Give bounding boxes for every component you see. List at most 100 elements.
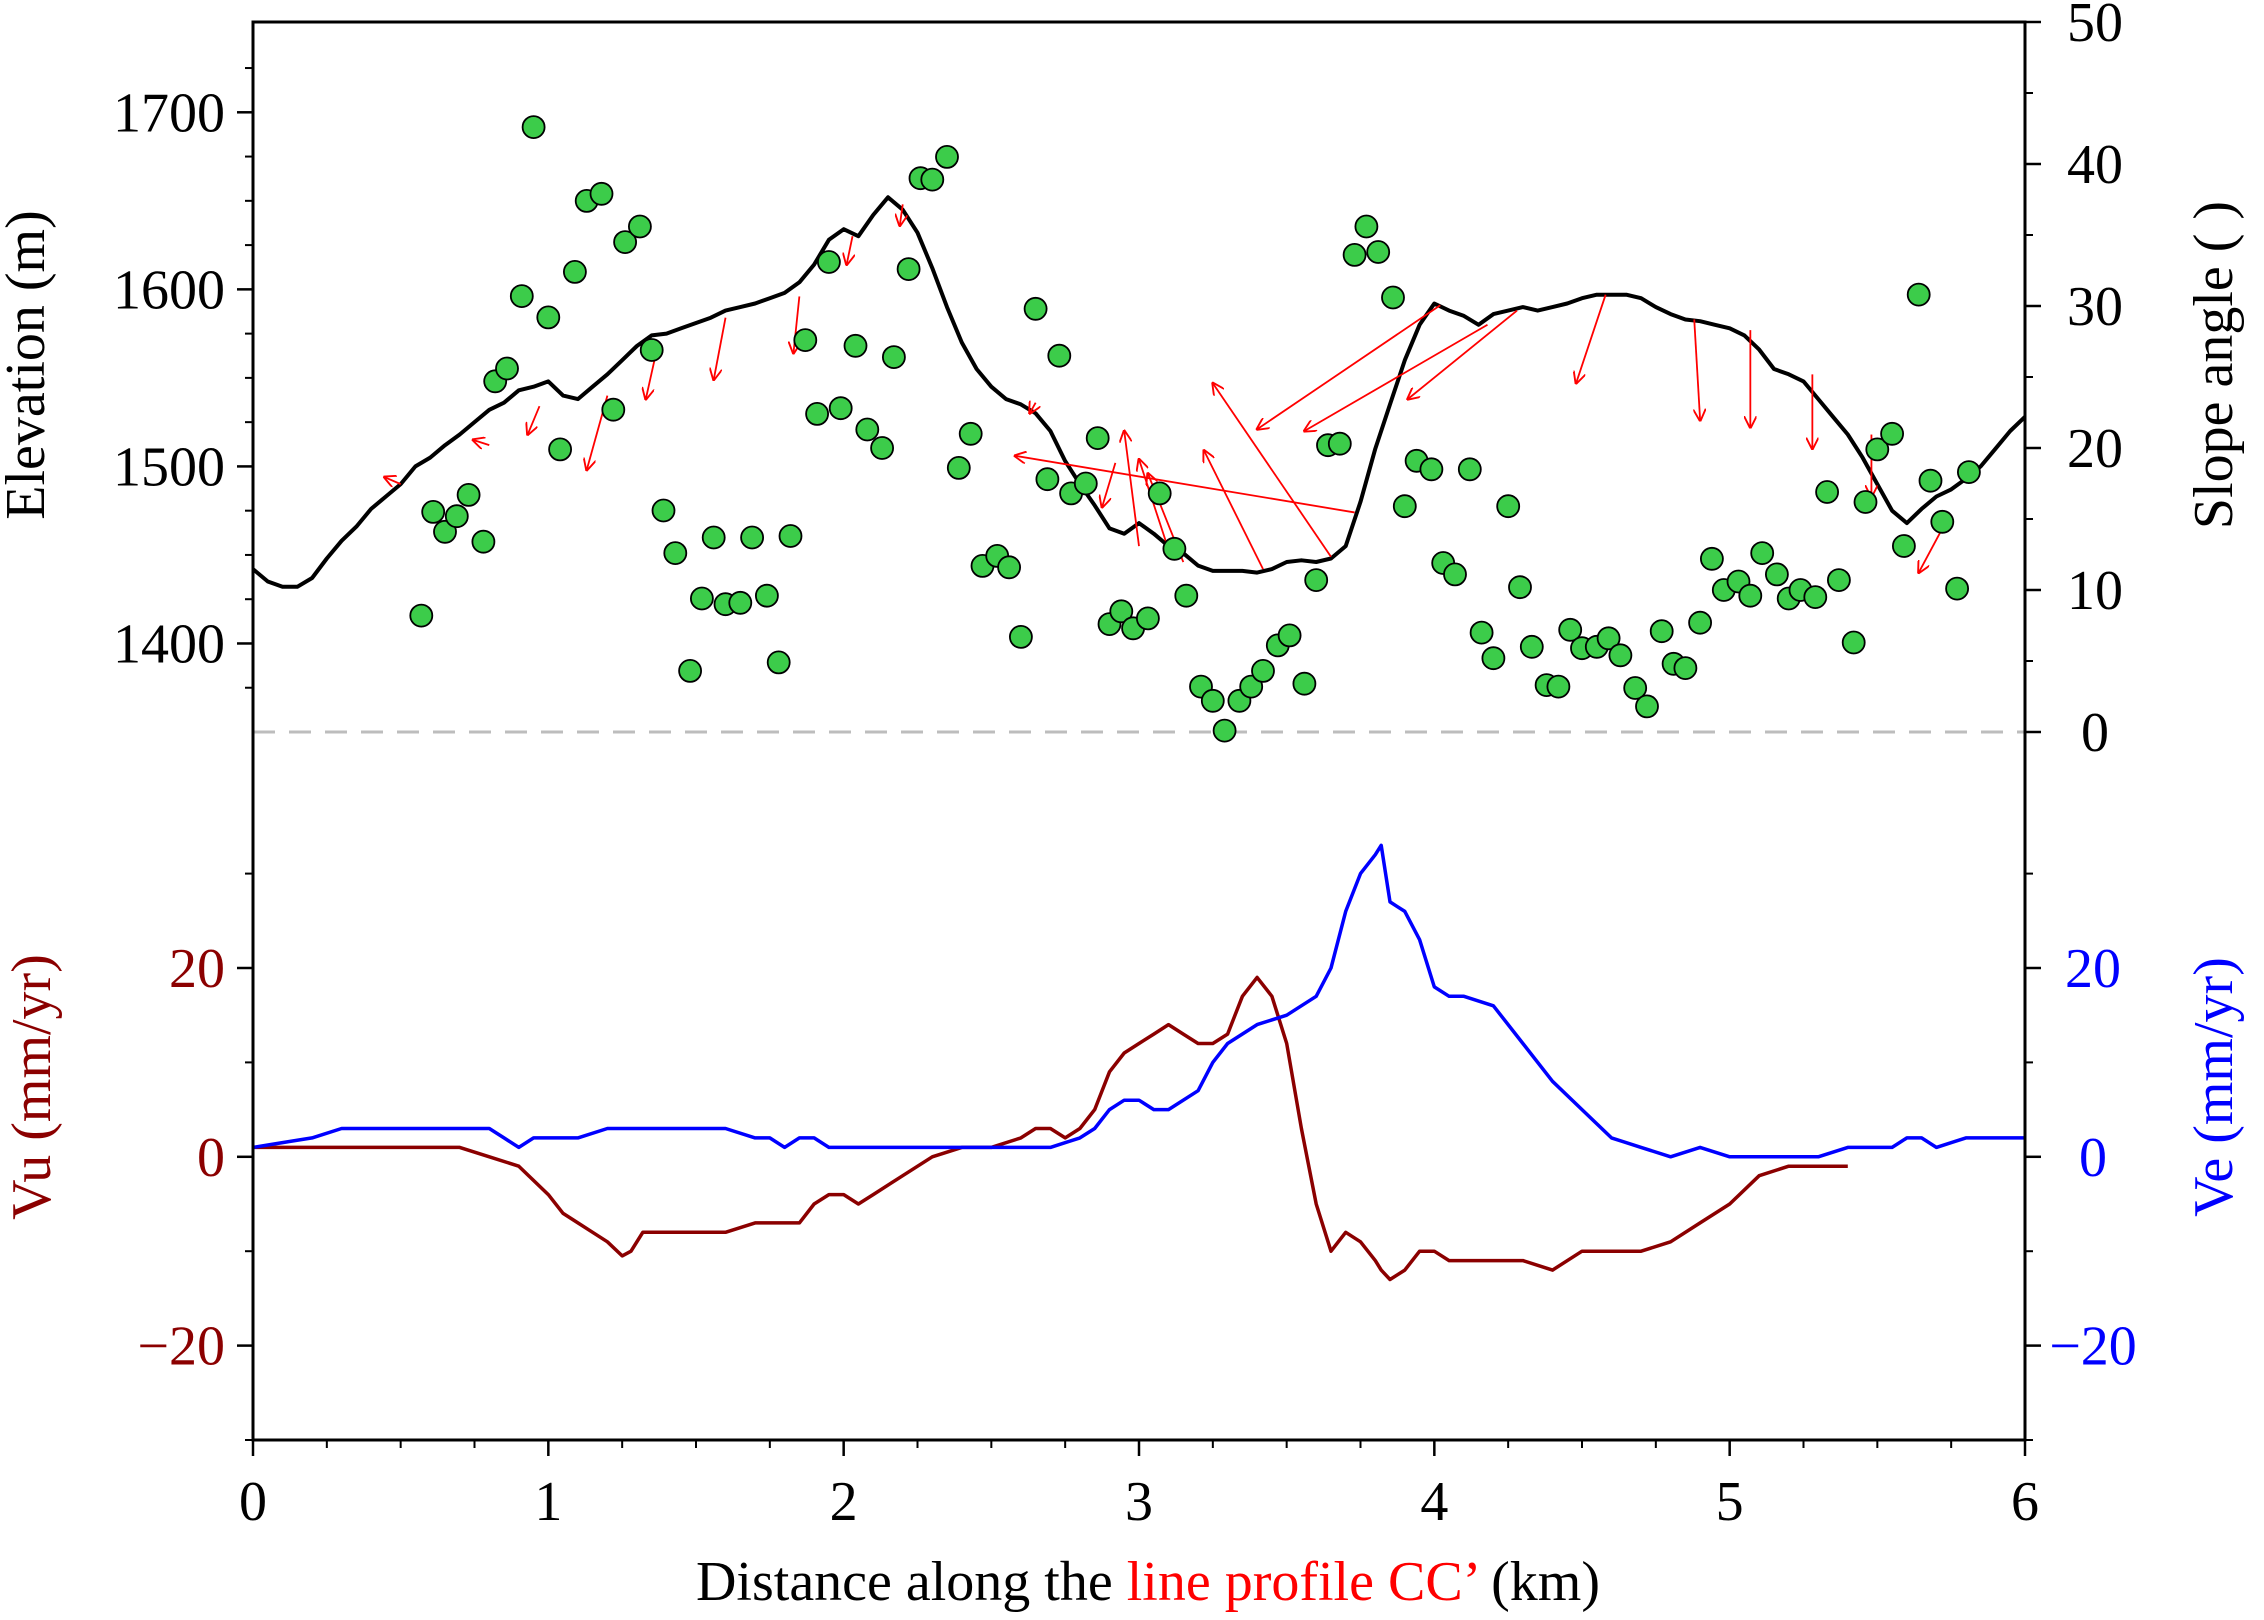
slope-point bbox=[1918, 468, 1943, 493]
slope-point bbox=[690, 586, 714, 611]
slope-point bbox=[1688, 610, 1712, 635]
slope-point bbox=[997, 555, 1021, 580]
slope-point bbox=[778, 524, 803, 548]
slope-point bbox=[471, 529, 496, 554]
slope-point bbox=[817, 250, 841, 274]
x-tick-label: 5 bbox=[1716, 1471, 1744, 1533]
slope-point bbox=[1700, 546, 1724, 571]
slope-tick-label: 40 bbox=[2067, 134, 2123, 196]
slope-point bbox=[1596, 626, 1621, 651]
slope-point bbox=[805, 401, 829, 426]
slope-point bbox=[1892, 534, 1916, 558]
ve-axis-title: Ve (mm/yr) bbox=[2183, 957, 2245, 1217]
slope-point bbox=[613, 230, 637, 255]
axis-labels: 0 1 2 3 4 5 6 1400 1500 1600 1700 0 10 20 30 40 50 −20 0 20… bbox=[0, 0, 2245, 1533]
velocity-series bbox=[252, 843, 2025, 1282]
slope-point bbox=[728, 590, 753, 615]
slope-point bbox=[1381, 285, 1405, 310]
slope-tick-label: 30 bbox=[2067, 276, 2123, 338]
slope-point bbox=[548, 437, 572, 462]
slope-point bbox=[843, 333, 868, 358]
slope-point bbox=[1635, 694, 1659, 719]
x-tick-label: 4 bbox=[1420, 1471, 1448, 1533]
slope-tick-label: 10 bbox=[2067, 560, 2123, 622]
slope-point bbox=[678, 659, 702, 683]
slope-point bbox=[1085, 426, 1110, 451]
slope-axis-title: Slope angle ( ) bbox=[2183, 201, 2245, 529]
slope-point bbox=[521, 115, 546, 139]
slope-point bbox=[766, 650, 791, 675]
slope-point bbox=[1865, 437, 1890, 462]
displacement-vector bbox=[1102, 462, 1117, 507]
slope-point bbox=[1457, 457, 1482, 482]
elevation-profile-line bbox=[251, 195, 2027, 589]
displacement-vector bbox=[900, 204, 903, 225]
displacement-vector bbox=[1304, 323, 1488, 431]
displacement-vector bbox=[1408, 309, 1518, 400]
x-axis-title: Distance along the line profile CC’ (km) bbox=[696, 1551, 1600, 1613]
slope-point bbox=[1366, 240, 1391, 264]
slope-point bbox=[1803, 585, 1828, 609]
x-tick-label: 0 bbox=[239, 1471, 267, 1533]
displacement-vector bbox=[1030, 403, 1036, 414]
ve-tick-label: 20 bbox=[2065, 938, 2121, 1000]
slope-point bbox=[1419, 457, 1444, 482]
slope-point bbox=[828, 396, 853, 421]
slope-point bbox=[1304, 568, 1329, 592]
slope-point bbox=[1174, 583, 1199, 608]
slope-point bbox=[628, 214, 652, 239]
slope-point bbox=[1047, 343, 1072, 368]
slope-point bbox=[1212, 718, 1237, 743]
slope-point bbox=[444, 504, 469, 529]
slope-point bbox=[536, 305, 561, 330]
slope-point bbox=[870, 436, 894, 460]
slope-point bbox=[935, 144, 959, 169]
x-tick-label: 1 bbox=[534, 1471, 562, 1533]
slope-point bbox=[1292, 671, 1317, 696]
slope-point bbox=[651, 498, 676, 523]
axes-frame bbox=[237, 20, 2041, 1456]
slope-point bbox=[409, 603, 434, 628]
slope-point bbox=[495, 356, 519, 381]
slope-point bbox=[601, 397, 626, 422]
slope-point bbox=[1623, 676, 1648, 700]
slope-point bbox=[1200, 688, 1225, 713]
elevation-slope-series bbox=[251, 115, 2027, 743]
slope-point bbox=[1035, 467, 1060, 492]
slope-point bbox=[433, 519, 457, 544]
slope-point bbox=[1443, 562, 1467, 587]
slope-point bbox=[740, 525, 764, 550]
displacement-vector bbox=[1576, 294, 1607, 384]
slope-tick-label: 50 bbox=[2067, 0, 2123, 54]
slope-point bbox=[639, 338, 664, 362]
slope-point bbox=[1930, 509, 1955, 534]
x-axis-title-prefix: Distance along the bbox=[696, 1551, 1127, 1613]
elevation-tick-label: 1500 bbox=[113, 436, 225, 498]
slope-point bbox=[1750, 541, 1775, 565]
slope-point bbox=[1841, 630, 1866, 655]
slope-point bbox=[1009, 625, 1033, 649]
slope-point bbox=[1853, 490, 1878, 514]
slope-point bbox=[1023, 296, 1048, 321]
vu-tick-label: 0 bbox=[197, 1127, 225, 1189]
slope-point bbox=[1162, 536, 1187, 561]
slope-point bbox=[1496, 494, 1521, 519]
slope-point bbox=[1147, 481, 1172, 506]
slope-point bbox=[755, 583, 779, 608]
displacement-vector bbox=[1015, 456, 1355, 514]
vu-axis-title: Vu (mm/yr) bbox=[1, 954, 63, 1220]
displacement-vector bbox=[384, 477, 402, 484]
slope-point bbox=[563, 259, 587, 284]
slope-point bbox=[1546, 674, 1571, 699]
slope-point bbox=[1765, 562, 1789, 587]
slope-tick-label: 0 bbox=[2081, 702, 2109, 764]
slope-point bbox=[855, 417, 880, 442]
slope-point bbox=[1392, 494, 1417, 519]
slope-point bbox=[1815, 480, 1839, 504]
slope-point bbox=[1109, 599, 1134, 624]
slope-point bbox=[1251, 659, 1275, 683]
slope-point bbox=[920, 167, 945, 192]
slope-point bbox=[1957, 460, 1981, 485]
slope-point bbox=[1469, 620, 1494, 645]
